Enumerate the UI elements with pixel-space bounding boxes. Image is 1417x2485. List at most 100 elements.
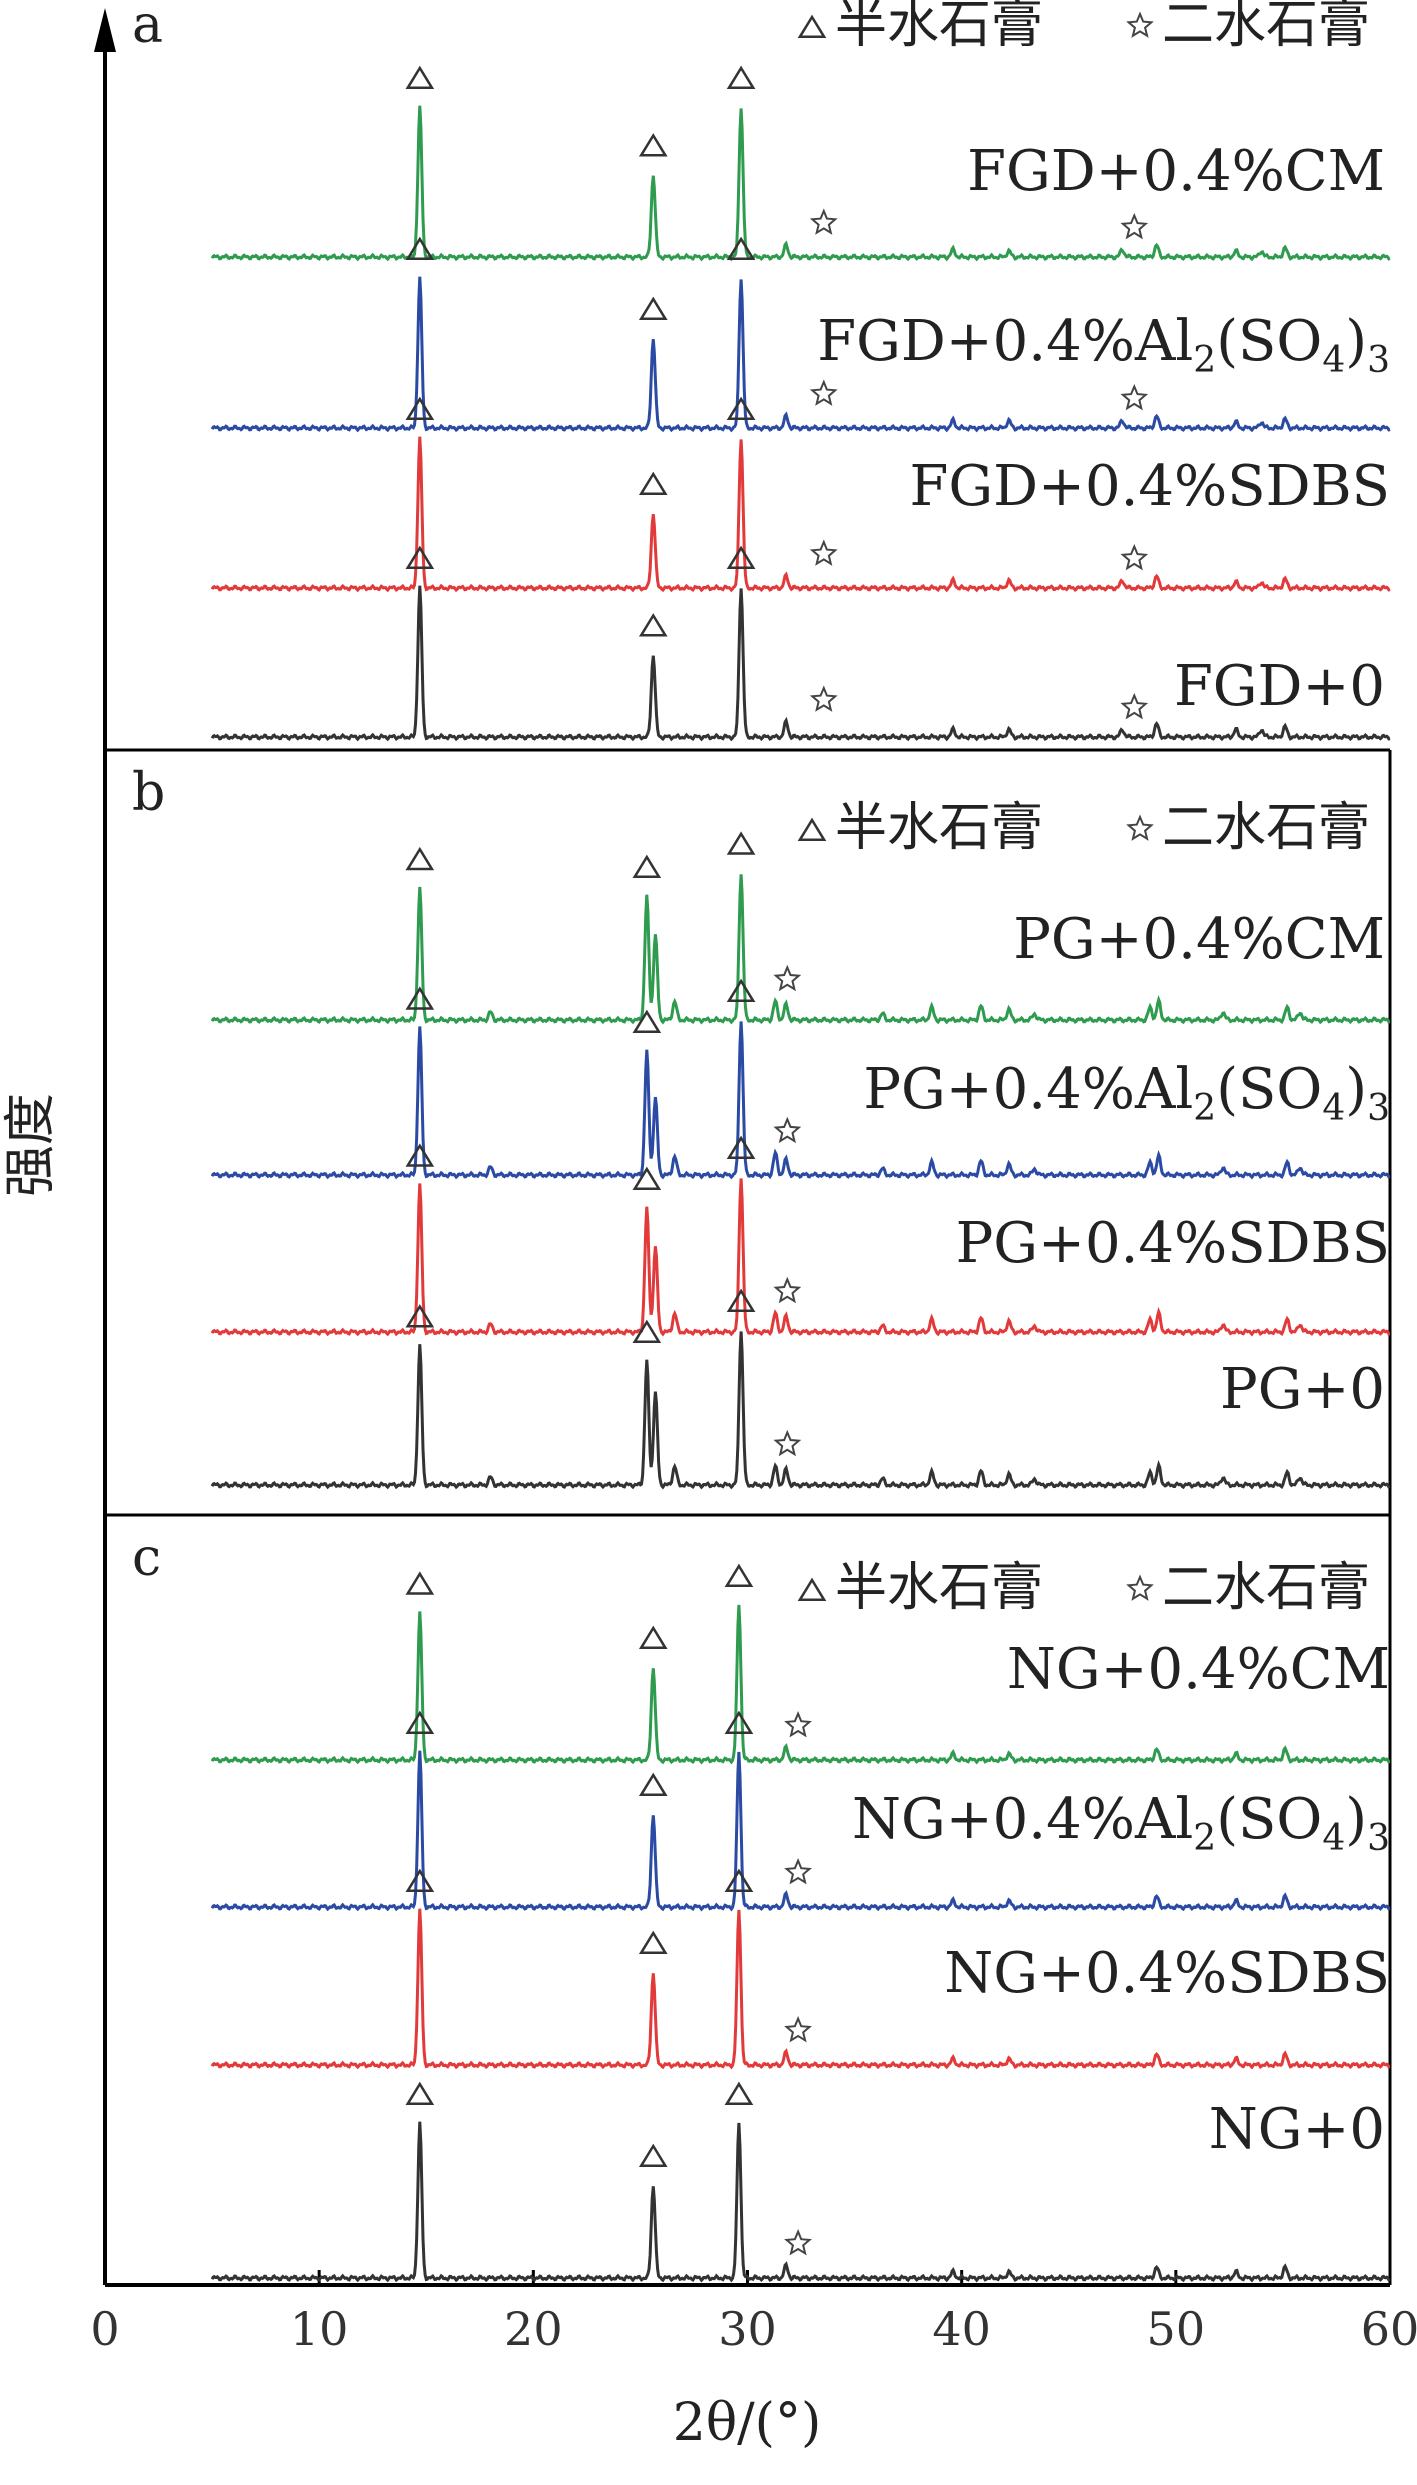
legend-label-hemihydrate: 半水石膏 — [835, 0, 1043, 55]
series-label: NG+0.4%CM — [1007, 1637, 1390, 1702]
legend: 半水石膏 二水石膏 — [797, 0, 1370, 55]
x-tick-label: 0 — [90, 2302, 119, 2356]
series-FGD+0.4%CM: FGD+0.4%CM — [210, 65, 1391, 262]
dihydrate-star-marker — [809, 539, 838, 566]
xrd-line — [210, 585, 1391, 742]
x-tick-label: 30 — [718, 2302, 777, 2356]
panel-letter: c — [132, 1528, 161, 1588]
xrd-line — [210, 1604, 1391, 1765]
dihydrate-star-marker — [1120, 692, 1149, 720]
hemihydrate-triangle-marker — [726, 545, 756, 570]
x-tick-label: 40 — [932, 2302, 991, 2356]
series-NG+0: NG+0 — [210, 2081, 1391, 2283]
hemihydrate-triangle-marker — [797, 817, 827, 842]
series-label: PG+0.4%CM — [1013, 907, 1385, 972]
dihydrate-star-marker — [809, 208, 838, 235]
series-NG+0.4%Al2(SO4)3: NG+0.4%Al2(SO4)3 — [210, 1710, 1391, 1912]
hemihydrate-triangle-marker — [797, 1577, 827, 1602]
hemihydrate-triangle-marker — [405, 545, 435, 570]
hemihydrate-triangle-marker — [405, 1304, 435, 1328]
series-PG+0: PG+0 — [210, 1288, 1391, 1490]
x-tick-label: 60 — [1361, 2302, 1417, 2356]
hemihydrate-triangle-marker — [726, 236, 756, 261]
series-label: PG+0.4%SDBS — [956, 1211, 1390, 1276]
dihydrate-star-marker — [784, 1710, 812, 1738]
panel-b: b 半水石膏 二水石膏 PG+0.4%CM PG+0.4%Al2(SO4)3 PG+0.4… — [132, 763, 1391, 1490]
dihydrate-star-marker — [1120, 212, 1149, 240]
hemihydrate-triangle-marker — [638, 133, 668, 157]
xrd-line — [210, 2121, 1391, 2283]
dihydrate-star-marker — [1126, 1574, 1154, 1601]
legend-label-dihydrate: 二水石膏 — [1162, 798, 1370, 858]
hemihydrate-triangle-marker — [405, 236, 435, 261]
dihydrate-star-marker — [1126, 11, 1154, 38]
panel-letter: a — [132, 0, 163, 55]
xrd-line — [210, 1021, 1391, 1180]
xrd-line — [210, 436, 1391, 593]
hemihydrate-triangle-marker — [726, 831, 756, 855]
series-PG+0.4%SDBS: PG+0.4%SDBS — [210, 1135, 1391, 1337]
dihydrate-star-marker — [784, 2015, 812, 2043]
x-tick-label: 20 — [504, 2302, 563, 2356]
dihydrate-star-marker — [1126, 814, 1154, 841]
dihydrate-star-marker — [784, 2228, 812, 2256]
dihydrate-star-marker — [1120, 383, 1149, 411]
hemihydrate-triangle-marker — [638, 1772, 668, 1797]
hemihydrate-triangle-marker — [724, 1868, 754, 1893]
legend: 半水石膏 二水石膏 — [797, 798, 1370, 858]
series-label: NG+0.4%Al2(SO4)3 — [852, 1787, 1390, 1859]
legend: 半水石膏 二水石膏 — [797, 1558, 1370, 1618]
x-tick-label: 10 — [290, 2302, 349, 2356]
hemihydrate-triangle-marker — [724, 1710, 754, 1735]
hemihydrate-triangle-marker — [638, 2143, 668, 2168]
x-ticks: 0 10 20 30 40 50 60 — [90, 2270, 1417, 2356]
series-PG+0.4%Al2(SO4)3: PG+0.4%Al2(SO4)3 — [210, 978, 1391, 1180]
hemihydrate-triangle-marker — [726, 978, 756, 1003]
hemihydrate-triangle-marker — [405, 1868, 435, 1893]
y-axis-title: 强度 — [1, 1093, 61, 1197]
hemihydrate-triangle-marker — [632, 1166, 662, 1191]
series-FGD+0.4%SDBS: FGD+0.4%SDBS — [210, 396, 1391, 593]
dihydrate-star-marker — [773, 964, 802, 992]
xrd-line — [210, 276, 1391, 433]
hemihydrate-triangle-marker — [405, 1143, 435, 1167]
series-label: FGD+0.4%SDBS — [910, 454, 1390, 519]
hemihydrate-triangle-marker — [405, 846, 435, 871]
legend-label-hemihydrate: 半水石膏 — [835, 1558, 1043, 1618]
dihydrate-star-marker — [773, 1276, 802, 1304]
dihydrate-star-marker — [773, 1116, 802, 1144]
series-NG+0.4%SDBS: NG+0.4%SDBS — [210, 1868, 1391, 2070]
series-label: FGD+0.4%Al2(SO4)3 — [817, 309, 1390, 381]
xrd-line — [210, 1331, 1391, 1490]
hemihydrate-triangle-marker — [726, 65, 756, 90]
dihydrate-star-marker — [773, 1429, 802, 1457]
series-PG+0.4%CM: PG+0.4%CM — [210, 831, 1391, 1025]
legend-label-hemihydrate: 半水石膏 — [835, 798, 1043, 858]
xrd-line — [210, 874, 1391, 1025]
hemihydrate-triangle-marker — [405, 2081, 435, 2106]
dihydrate-star-marker — [1120, 543, 1149, 571]
hemihydrate-triangle-marker — [405, 986, 435, 1010]
legend-label-dihydrate: 二水石膏 — [1162, 1558, 1370, 1618]
series-label: NG+0 — [1209, 2097, 1385, 2162]
dihydrate-star-marker — [809, 685, 838, 712]
hemihydrate-triangle-marker — [405, 1571, 435, 1595]
hemihydrate-triangle-marker — [724, 1563, 754, 1588]
panels: a 半水石膏 二水石膏FGD+0.4%CMFGD+0.4%Al2(SO4)3FGD+… — [132, 0, 1391, 2283]
hemihydrate-triangle-marker — [405, 1710, 435, 1735]
hemihydrate-triangle-marker — [638, 1625, 668, 1650]
hemihydrate-triangle-marker — [724, 2081, 754, 2106]
hemihydrate-triangle-marker — [726, 396, 756, 421]
series-label: PG+0 — [1220, 1357, 1385, 1422]
series-FGD+0: FGD+0 — [210, 545, 1391, 742]
hemihydrate-triangle-marker — [638, 613, 668, 637]
x-axis-title: 2θ/(°) — [673, 2393, 821, 2453]
hemihydrate-triangle-marker — [797, 14, 827, 39]
hemihydrate-triangle-marker — [632, 1319, 662, 1344]
xrd-line — [210, 1178, 1391, 1337]
xrd-line — [210, 1908, 1391, 2070]
series-NG+0.4%CM: NG+0.4%CM — [210, 1563, 1391, 1765]
series-label: PG+0.4%Al2(SO4)3 — [863, 1057, 1390, 1129]
